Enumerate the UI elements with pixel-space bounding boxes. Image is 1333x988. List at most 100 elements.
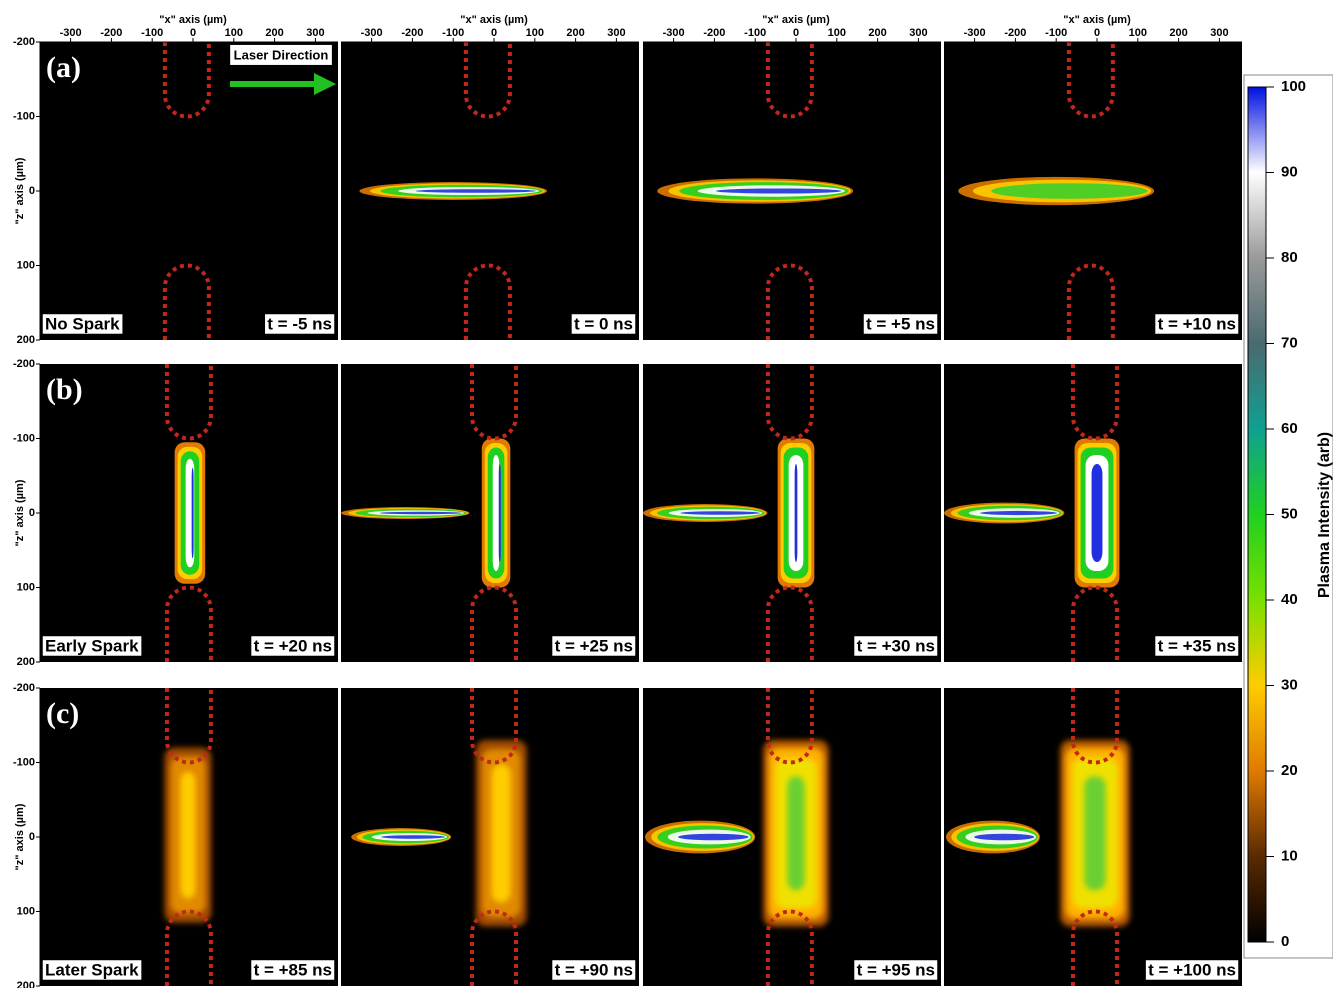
x-tick-label: -200 [1004,27,1026,39]
plasma-filament [680,511,760,515]
time-label: t = +100 ns [1148,960,1236,979]
plasma-spark [1084,776,1106,891]
z-tick-label: -100 [13,110,35,122]
time-label: t = +10 ns [1158,314,1236,333]
time-label: t = -5 ns [267,314,332,333]
z-axis-label: "z" axis (µm) [14,803,26,870]
plasma-filament [980,510,1058,516]
plasma-spark [492,455,500,571]
electrode-outline [765,42,814,119]
spark-caption: Later Spark [45,960,139,979]
time-label: t = +25 ns [555,636,633,655]
plasma-spark [1091,464,1103,562]
z-axis-label: "z" axis (µm) [14,479,26,546]
colorbar-label: Plasma Intensity (arb) [1316,432,1333,598]
electrode-outline [1066,263,1115,340]
z-tick-label: 0 [29,507,35,519]
plasma-spark [794,464,798,562]
electrode-outline [463,263,512,340]
time-label: t = +30 ns [857,636,935,655]
plasma-filament [379,511,462,515]
plasma-filament [974,833,1035,841]
label-box [249,958,336,982]
electrode-outline [470,688,518,765]
label-box [852,958,939,982]
electrode-outline [1070,688,1119,765]
plasma-spark [498,464,501,562]
panel: t = +85 ns (c) Later Spark [40,688,338,986]
z-tick-label: 100 [17,259,35,271]
electrode-outline [1070,585,1119,662]
x-tick-label: 300 [1210,27,1228,39]
electrode-outline [162,42,211,119]
spark-caption: No Spark [45,314,120,333]
z-tick-label: 200 [17,334,35,346]
colorbar-tick-label: 10 [1281,847,1298,864]
x-tick-label: -300 [361,27,383,39]
panel: t = +10 ns [944,42,1242,340]
x-tick-label: 100 [225,27,243,39]
electrode-outline [463,42,512,119]
x-tick-label: -300 [964,27,986,39]
colorbar-tick-label: 0 [1281,933,1289,950]
panel: t = +95 ns [643,688,941,986]
plasma-filament [991,183,1148,199]
x-tick-label: -100 [442,27,464,39]
label-box [1153,312,1240,336]
spark-caption: Early Spark [45,636,139,655]
x-tick-label: 0 [190,27,196,39]
colorbar-tick-label: 60 [1281,420,1298,437]
electrode-outline [470,364,518,441]
x-tick-label: -200 [703,27,725,39]
z-tick-label: -200 [13,358,35,370]
panel: t = 0 ns [341,42,639,340]
colorbar-tick-label: 50 [1281,505,1298,522]
z-tick-label: 200 [17,980,35,988]
plasma-spark [787,776,805,891]
x-tick-label: 100 [1129,27,1147,39]
electrode-outline [765,688,814,765]
panel: t = +25 ns [341,364,639,662]
electrode-outline [470,585,518,662]
x-tick-label: 300 [607,27,625,39]
z-tick-label: -200 [13,682,35,694]
label-box [550,634,637,658]
time-label: t = +95 ns [857,960,935,979]
x-tick-label: 100 [828,27,846,39]
plasma-spark [491,764,511,903]
row-label: (b) [46,373,83,406]
z-tick-label: -100 [13,432,35,444]
z-tick-label: 0 [29,185,35,197]
z-tick-label: 0 [29,831,35,843]
x-axis-label: "x" axis (µm) [159,14,227,26]
electrode-outline [1070,364,1119,441]
z-tick-label: -100 [13,756,35,768]
z-tick-label: 200 [17,656,35,668]
colorbar-tick-label: 70 [1281,334,1298,351]
plasma-filament [381,835,446,839]
colorbar-tick-label: 40 [1281,591,1298,608]
plasma-filament [716,188,842,194]
panel: t = +100 ns [944,688,1242,986]
x-tick-label: -300 [60,27,82,39]
time-label: t = +20 ns [254,636,332,655]
x-axis-label: "x" axis (µm) [1063,14,1131,26]
label-box [41,958,143,982]
z-axis-label: "z" axis (µm) [14,157,26,224]
label-box [570,312,637,336]
plasma-spark [180,771,196,899]
plasma-filament [415,189,536,193]
label-box [41,634,143,658]
electrode-outline [164,364,213,441]
x-tick-label: 0 [491,27,497,39]
time-label: t = 0 ns [574,314,633,333]
x-axis-label: "x" axis (µm) [762,14,830,26]
panel: t = -5 ns (a) No Spark [40,42,338,340]
colorbar [1247,86,1267,943]
panel: t = +90 ns [341,688,639,986]
x-tick-label: 100 [526,27,544,39]
x-tick-label: -100 [141,27,163,39]
label-box [263,312,336,336]
x-tick-label: -300 [663,27,685,39]
electrode-outline [470,909,518,986]
